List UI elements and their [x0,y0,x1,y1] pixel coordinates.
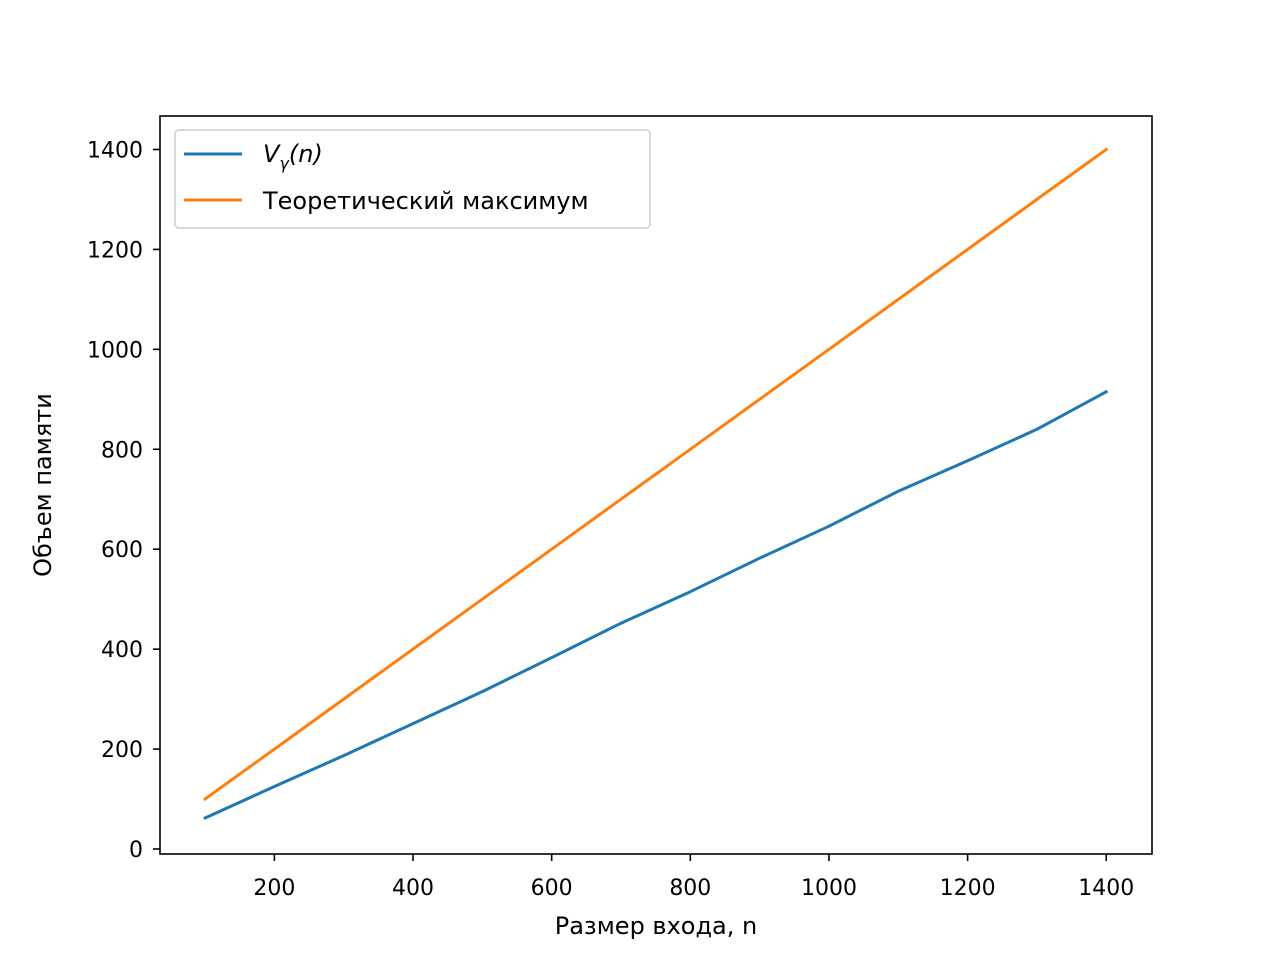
y-tick-label: 200 [101,738,143,763]
y-axis-label: Объем памяти [29,393,57,577]
y-tick-label: 400 [101,638,143,663]
x-tick-label: 200 [253,876,295,901]
x-tick-label: 1400 [1078,876,1134,901]
legend-box [174,129,651,229]
legend-label-theoretical-max: Теоретический максимум [262,187,589,215]
y-tick-label: 800 [101,438,143,463]
axis-ticks: 200 400 600 800 1000 1200 1400 0 200 400 600 800 100… [87,138,1134,901]
y-tick-label: 0 [129,838,143,863]
y-tick-label: 1000 [87,338,143,363]
x-tick-label: 1200 [940,876,996,901]
x-axis-label: Размер входа, n [555,912,757,940]
x-tick-label: 400 [392,876,434,901]
y-tick-label: 600 [101,538,143,563]
legend: Vγ(n) Теоретический максимум [174,129,651,229]
x-tick-label: 600 [531,876,573,901]
axes-frame [159,115,1153,855]
x-tick-label: 800 [669,876,711,901]
series-line-0 [203,389,1109,820]
plot-area [203,147,1109,820]
y-tick-label: 1200 [87,238,143,263]
legend-label-v-gamma: Vγ(n) [263,140,323,173]
series-line-1 [203,147,1109,802]
x-tick-label: 1000 [801,876,857,901]
y-tick-label: 1400 [87,138,143,163]
